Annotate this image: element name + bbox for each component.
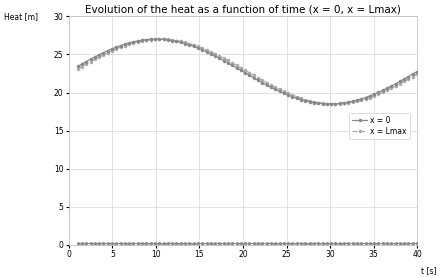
x = 0 [385, 87, 390, 90]
x = Lmax [333, 102, 338, 106]
x = Lmax [415, 73, 420, 76]
x = 0 [329, 102, 334, 106]
Y-axis label: Heat [m]: Heat [m] [4, 12, 37, 21]
x = Lmax [285, 92, 291, 95]
x = Lmax [157, 38, 162, 41]
x = 0 [415, 70, 420, 73]
x = 0 [281, 92, 287, 95]
Line: x = 0: x = 0 [76, 38, 419, 105]
Legend: x = 0, x = Lmax: x = 0, x = Lmax [349, 113, 410, 139]
x = Lmax [311, 100, 317, 103]
x = Lmax [299, 96, 304, 100]
x = Lmax [75, 67, 80, 71]
x = Lmax [230, 61, 235, 64]
x = Lmax [385, 89, 390, 92]
Title: Evolution of the heat as a function of time (x = 0, x = Lmax): Evolution of the heat as a function of t… [85, 4, 401, 14]
x = 0 [299, 98, 304, 101]
Text: t [s]: t [s] [422, 266, 437, 275]
x = 0 [230, 64, 235, 67]
x = 0 [75, 65, 80, 68]
x = 0 [152, 38, 157, 41]
x = 0 [311, 101, 317, 104]
x = Lmax [281, 90, 287, 93]
Line: x = Lmax: x = Lmax [76, 38, 419, 105]
x = 0 [285, 93, 291, 97]
